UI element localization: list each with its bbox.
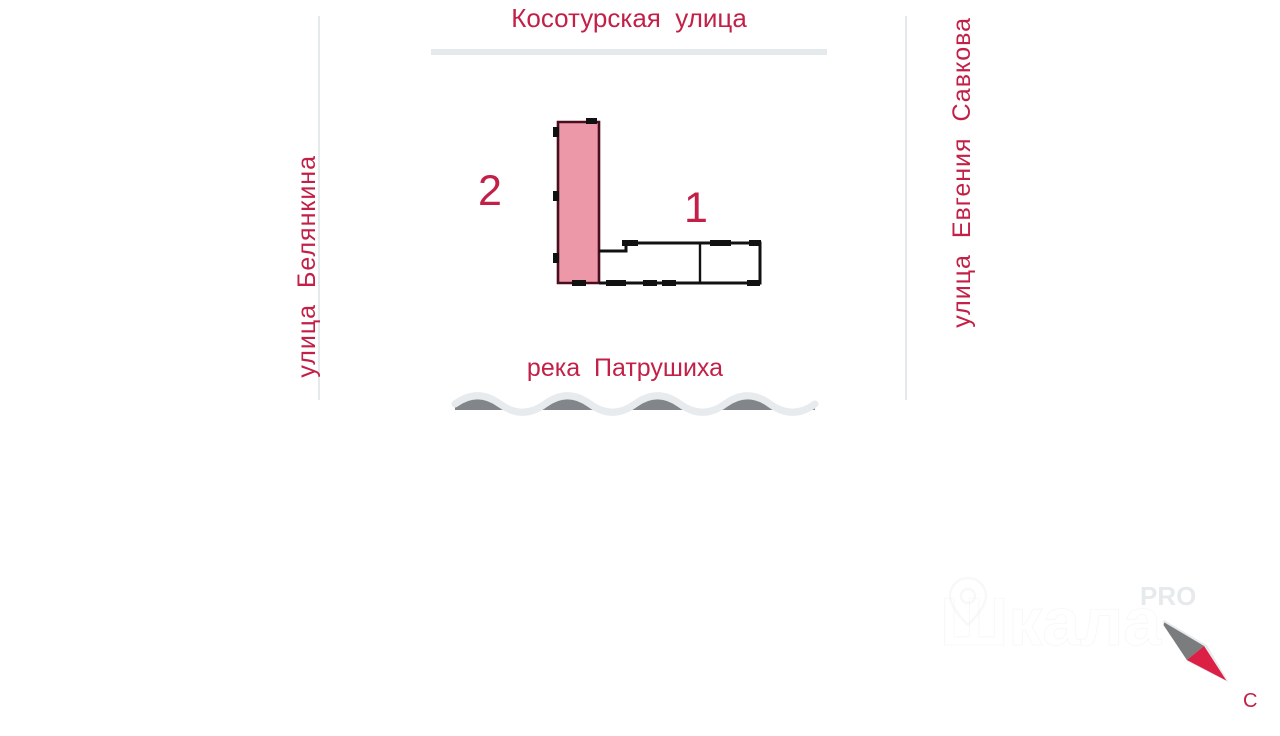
svg-text:PRO: PRO	[1140, 581, 1196, 611]
svg-text:Шкала: Шкала	[940, 584, 1162, 660]
